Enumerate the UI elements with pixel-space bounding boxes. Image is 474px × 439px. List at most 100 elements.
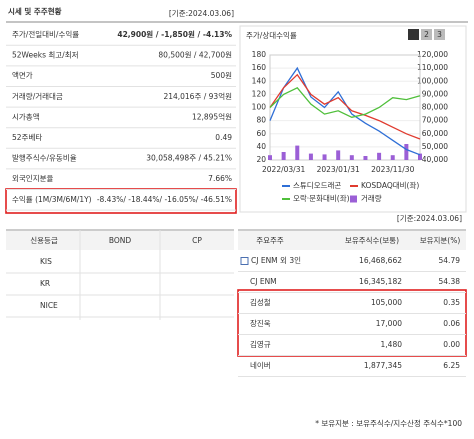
basis-date: [기준:2024.03.06] <box>397 214 462 223</box>
volume-bar <box>281 152 286 160</box>
row-value: 12,895억원 <box>192 112 232 121</box>
row-label: 거래량/거래대금 <box>12 92 63 101</box>
legend-label: 오락·문화대비(좌) <box>293 194 350 203</box>
holder-shares: 1,480 <box>381 340 403 349</box>
expand-icon[interactable] <box>240 257 249 265</box>
row-value: 30,058,498주 / 45.21% <box>146 154 232 163</box>
y2-tick-label: 120,000 <box>417 50 448 59</box>
holder-name: CJ ENM 외 3인 <box>251 255 301 265</box>
volume-bar <box>377 152 382 160</box>
volume-bar <box>418 153 422 160</box>
table-header: 주요주주 <box>256 236 284 245</box>
holder-name: 김영규 <box>250 339 271 349</box>
volume-bar <box>363 156 368 160</box>
legend-label: 거래량 <box>361 194 382 203</box>
row-value: -8.43%/ -18.44%/ -16.05%/ -46.51% <box>97 195 232 204</box>
holder-percent: 6.25 <box>443 361 460 370</box>
holder-name: 김성철 <box>250 297 271 307</box>
tab[interactable] <box>408 29 419 40</box>
chart-panel <box>239 25 467 213</box>
holder-shares: 16,468,662 <box>359 256 402 265</box>
tab-label[interactable]: 1 <box>411 30 416 39</box>
section-title: 시세 및 주주현황 <box>8 6 62 16</box>
x-tick-label: 2023/01/31 <box>317 165 360 174</box>
volume-bar <box>390 155 395 160</box>
holder-name: 네이버 <box>250 360 271 370</box>
series-line <box>269 66 421 156</box>
y2-tick-label: 90,000 <box>422 89 448 98</box>
y-tick-label: 100 <box>252 103 267 112</box>
holder-percent: 0.35 <box>443 298 460 307</box>
volume-bar <box>295 145 300 160</box>
volume-bar <box>322 154 327 160</box>
holder-shares: 16,345,182 <box>359 277 402 286</box>
series-line <box>269 86 421 118</box>
row-label: 액면가 <box>12 70 33 80</box>
tab[interactable] <box>434 29 445 40</box>
tab-label[interactable]: 3 <box>437 30 442 39</box>
row-value: 500원 <box>211 71 232 80</box>
row-value: 0.49 <box>215 133 232 142</box>
holder-percent: 0.06 <box>443 319 460 328</box>
y-tick-label: 20 <box>256 155 266 164</box>
volume-bar <box>308 153 313 160</box>
holder-percent: 54.38 <box>439 277 461 286</box>
x-tick-label: 2023/11/30 <box>371 165 414 174</box>
y2-tick-label: 110,000 <box>417 63 448 72</box>
table-header-bg <box>238 231 466 250</box>
row-label: 외국인지분율 <box>12 173 53 183</box>
y2-tick-label: 50,000 <box>422 142 448 151</box>
y2-tick-label: 80,000 <box>422 103 448 112</box>
y2-tick-label: 100,000 <box>417 76 448 85</box>
row-value: 80,500원 / 42,700원 <box>158 51 232 60</box>
volume-bar <box>404 144 409 160</box>
footnote: * 보유지분 : 보유주식수/지수산정 주식수*100 <box>315 418 462 428</box>
row-label: NICE <box>40 301 58 310</box>
row-label: 52Weeks 최고/최저 <box>12 50 79 60</box>
y-tick-label: 140 <box>252 76 267 85</box>
volume-bar <box>268 155 272 160</box>
table-header-bg <box>6 231 234 250</box>
row-value: 7.66% <box>208 174 232 183</box>
holder-percent: 54.79 <box>439 256 461 265</box>
row-label: 시가총액 <box>12 111 40 121</box>
x-tick-label: 2022/03/31 <box>262 165 305 174</box>
y2-tick-label: 40,000 <box>422 155 448 164</box>
tab-label[interactable]: 2 <box>424 30 429 39</box>
row-label: KR <box>40 279 50 288</box>
basis-date: [기준:2024.03.06] <box>169 9 234 18</box>
legend-label: 스튜디오드래곤 <box>293 181 341 190</box>
row-label: 52주베타 <box>12 133 42 142</box>
row-value: 214,016주 / 93억원 <box>163 92 232 101</box>
row-label: 주가/전일대비/수익률 <box>12 29 79 39</box>
holder-shares: 105,000 <box>371 298 402 307</box>
y-tick-label: 180 <box>252 50 267 59</box>
volume-bar <box>336 150 341 160</box>
y-tick-label: 120 <box>252 89 267 98</box>
table-header: BOND <box>109 236 132 245</box>
y-tick-label: 160 <box>252 63 267 72</box>
holder-shares: 1,877,345 <box>364 361 402 370</box>
legend-label: KOSDAQ대비(좌) <box>361 181 419 190</box>
row-label: KIS <box>40 257 52 266</box>
table-header: 신용등급 <box>30 236 58 245</box>
holder-name: 장진욱 <box>250 318 271 328</box>
holder-percent: 0.00 <box>443 340 460 349</box>
row-label: 발행주식수/유동비율 <box>12 153 77 163</box>
row-value: 42,900원 / -1,850원 / -4.13% <box>117 29 232 39</box>
y-tick-label: 80 <box>256 116 266 125</box>
table-header: 보유주식수(보통) <box>345 236 399 245</box>
highlight-box <box>237 289 467 357</box>
chart-title: 주가/상대수익률 <box>246 30 297 40</box>
table-header: 보유지분(%) <box>420 236 461 245</box>
y-tick-label: 40 <box>256 142 266 151</box>
row-label: 수익률 (1M/3M/6M/1Y) <box>12 194 92 204</box>
holder-shares: 17,000 <box>376 319 402 328</box>
y2-tick-label: 60,000 <box>422 129 448 138</box>
y-tick-label: 60 <box>256 129 266 138</box>
volume-bar <box>349 155 354 160</box>
legend-swatch <box>350 195 357 203</box>
tab[interactable] <box>421 29 432 40</box>
holder-name: CJ ENM <box>250 277 277 286</box>
